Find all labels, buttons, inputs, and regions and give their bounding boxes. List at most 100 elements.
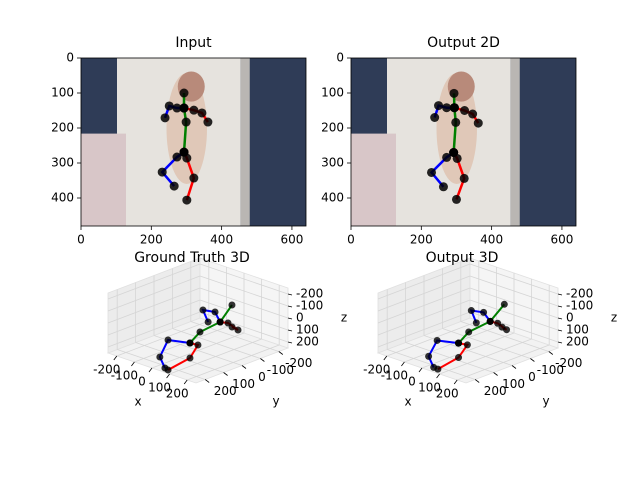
joint <box>189 105 199 115</box>
photo-blanket <box>351 133 396 226</box>
grid-line <box>469 311 559 343</box>
joint <box>181 117 191 127</box>
limb-line <box>189 304 233 344</box>
x-tick-label: 200 <box>166 387 189 401</box>
x-tick-label: 0 <box>408 375 416 389</box>
z-tick <box>287 341 293 344</box>
joint <box>186 354 194 362</box>
joint <box>434 365 442 373</box>
limb-line <box>158 338 191 369</box>
joint <box>156 353 164 361</box>
joint <box>189 173 199 183</box>
x-tick-label: 0 <box>138 375 146 389</box>
x-tick <box>166 373 170 379</box>
joint <box>169 181 179 191</box>
joint <box>438 182 448 192</box>
joint <box>430 113 440 122</box>
x-tick <box>436 373 440 379</box>
z-tick-label: 200 <box>566 335 589 349</box>
y-tick-label: -100 <box>537 363 564 377</box>
joint <box>425 352 433 360</box>
x-tick <box>183 379 188 385</box>
joint <box>186 339 194 347</box>
axes-title: Ground Truth 3D <box>134 250 250 266</box>
joint <box>451 117 461 127</box>
z-tick-label: 200 <box>296 335 319 349</box>
y-axis-label: y <box>542 394 549 408</box>
axes-frame <box>350 57 577 227</box>
y-tick-label: 100 <box>232 377 255 391</box>
z-tick <box>287 293 293 296</box>
grid-line <box>135 342 224 373</box>
z-axis-label: z <box>341 311 347 325</box>
z-tick-label: -200 <box>566 287 593 301</box>
y-tick-label: 0 <box>336 51 344 65</box>
limb-line <box>201 308 222 323</box>
photo-mattress-edge <box>510 58 520 226</box>
z-tick-label: -200 <box>296 287 323 301</box>
z-axis-label: z <box>611 311 617 325</box>
y-tick-label: 100 <box>321 86 344 100</box>
joint <box>203 117 213 127</box>
limb-line <box>427 339 459 368</box>
y-tick <box>530 358 535 362</box>
limb-line <box>167 342 200 371</box>
joint <box>182 153 192 163</box>
grid-line <box>469 263 559 295</box>
grid-line <box>107 275 201 312</box>
grid-line <box>377 275 471 312</box>
z-tick-label: 0 <box>566 311 574 325</box>
z-tick-label: 0 <box>296 311 304 325</box>
z-tick-label: -100 <box>296 299 323 313</box>
grid-line <box>107 263 201 300</box>
limb-line <box>469 309 492 324</box>
y-tick-label: 200 <box>321 121 344 135</box>
joint <box>172 152 182 162</box>
joint <box>460 106 470 115</box>
y-tick <box>241 365 247 369</box>
grid-line <box>469 287 559 319</box>
grid-line <box>199 311 289 343</box>
joint <box>194 341 202 349</box>
y-tick-label: -200 <box>555 356 582 370</box>
joint <box>463 341 471 349</box>
x-tick-label: 0 <box>77 233 85 247</box>
joint <box>157 167 167 177</box>
joint <box>434 101 444 111</box>
y-tick <box>223 372 228 376</box>
joint <box>164 336 172 344</box>
x-tick-label: 600 <box>550 233 573 247</box>
y-tick-label: 100 <box>51 86 74 100</box>
y-tick-label: 100 <box>502 377 525 391</box>
joint <box>216 318 224 326</box>
x-tick-label: -100 <box>381 369 408 383</box>
x-tick <box>383 355 388 361</box>
limb-line <box>457 303 506 344</box>
x-axis-label: x <box>134 395 141 409</box>
grid-line <box>199 287 289 319</box>
y-tick <box>511 365 517 369</box>
x-tick <box>113 355 118 361</box>
y-tick <box>548 351 554 355</box>
x-tick-label: 100 <box>148 381 171 395</box>
y-tick <box>278 351 284 355</box>
y-tick-label: 200 <box>484 384 507 398</box>
joint <box>449 103 459 113</box>
joint <box>498 323 506 331</box>
joint <box>199 306 207 314</box>
joint <box>452 153 462 163</box>
x-tick-label: 200 <box>436 387 459 401</box>
grid-line <box>377 287 471 324</box>
z-tick-label: -100 <box>566 299 593 313</box>
joint <box>433 336 441 344</box>
z-tick <box>287 329 293 332</box>
axes-title: Input <box>175 35 212 51</box>
x-tick-label: 100 <box>418 381 441 395</box>
grid-line <box>442 328 531 359</box>
joint <box>179 88 189 98</box>
axes-title: Output 2D <box>427 35 500 51</box>
photo-baby-head <box>177 71 205 102</box>
y-tick-label: -100 <box>267 363 294 377</box>
grid-line <box>460 321 549 352</box>
